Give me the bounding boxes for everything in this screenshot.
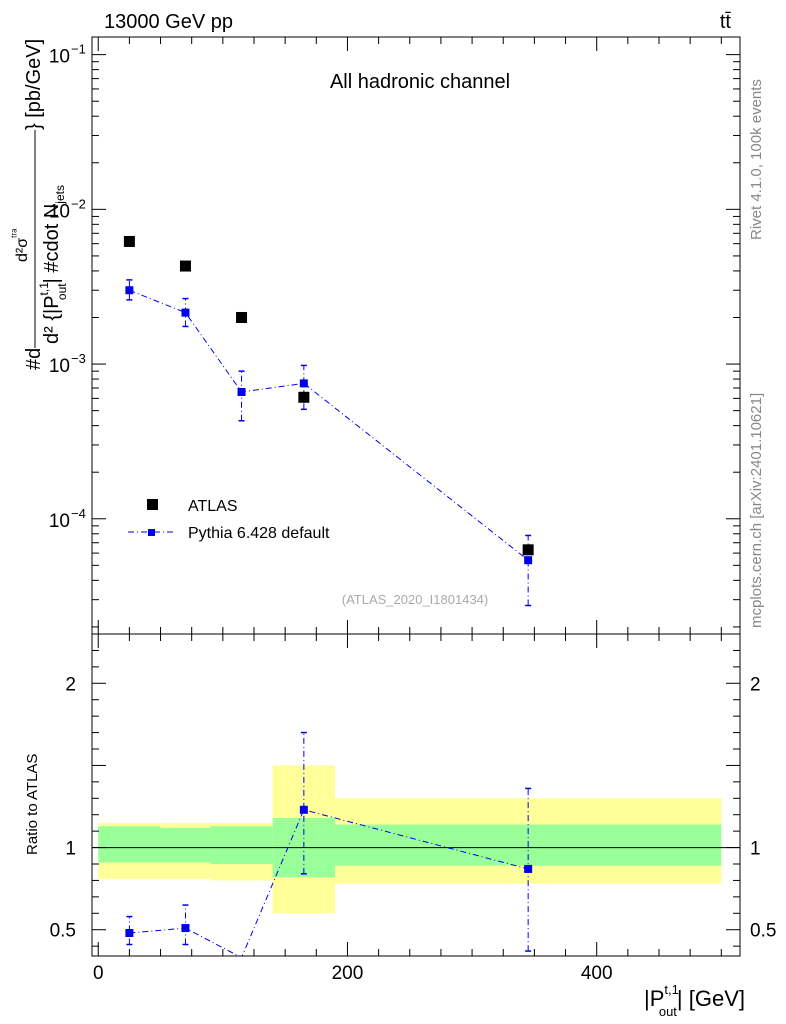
ratio-ytick-label-left: 1 <box>65 839 76 860</box>
ratio-ytick-label-right: 0.5 <box>750 921 776 942</box>
ylabel-part3: ᵗʳᵃ <box>10 228 22 238</box>
ratio-band-inner <box>98 826 161 863</box>
svg-text:#d: #d <box>23 348 45 370</box>
ylabel-part9: } [pb/GeV] <box>23 39 45 130</box>
ratio-ytick-labels: 0.5 0.5 1 1 2 2 <box>50 674 777 941</box>
mc-point <box>181 308 190 317</box>
energy-label: 13000 GeV pp <box>104 11 233 33</box>
ratio-ytick-label-right: 1 <box>750 839 761 860</box>
mc-point <box>125 286 134 295</box>
main-panel: 10−110−210−310−4 All hadronic channel (A… <box>49 36 741 635</box>
ratio-xtick-label: 200 <box>332 963 364 984</box>
main-ylabel: #d d²σᵗʳᵃ d² {|Pt,1 out| #cdot Njets } [p… <box>10 39 69 370</box>
legend-atlas-marker <box>147 499 158 510</box>
mc-line <box>129 289 529 561</box>
mc-point <box>299 379 308 388</box>
atlas-point <box>236 311 248 323</box>
main-title: All hadronic channel <box>330 71 510 93</box>
mc-error-bars <box>126 279 532 607</box>
ratio-xtick-label: 400 <box>581 963 613 984</box>
mc-connector <box>129 289 529 561</box>
ratio-frame <box>91 633 741 957</box>
svg-text:d²σᵗʳᵃ: d²σᵗʳᵃ <box>10 228 31 262</box>
main-ytick-exponent: −4 <box>71 506 86 521</box>
main-ytick-label: 10 <box>49 356 70 377</box>
ratio-axis-ticks <box>92 634 740 956</box>
ratio-band-inner <box>210 826 273 864</box>
main-ytick-exponent: −1 <box>71 42 86 57</box>
ratio-xtick-labels: 0 200 400 <box>93 963 613 984</box>
atlas-point <box>179 260 191 272</box>
ylabel-part2: d²σ <box>14 238 31 262</box>
main-ytick-label: 10 <box>49 511 70 532</box>
main-frame <box>91 36 741 635</box>
main-ytick-labels: 10−110−210−310−4 <box>49 42 86 532</box>
analysis-id: (ATLAS_2020_I1801434) <box>342 592 488 607</box>
legend-mc-label: Pythia 6.428 default <box>188 525 330 542</box>
ylabel-part7: | #cdot N <box>41 204 63 284</box>
ratio-mc-point <box>181 924 190 933</box>
main-ytick-label: 10 <box>49 201 70 222</box>
mc-points <box>125 286 533 565</box>
atlas-point <box>522 544 534 556</box>
mc-point <box>237 387 246 396</box>
process-label: tt̄ <box>720 11 732 33</box>
atlas-point <box>123 235 135 247</box>
ylabel-part8: jets <box>53 185 67 205</box>
ylabel-part5: t,1 <box>37 282 51 296</box>
atlas-point <box>298 391 310 403</box>
rivet-label: Rivet 4.1.0, 100k events <box>748 79 765 240</box>
ratio-mc-point <box>299 805 308 814</box>
ratio-ytick-label-left: 2 <box>65 674 76 695</box>
ratio-panel: 0.5 0.5 1 1 2 2 0 200 400 Ratio to ATLAS <box>24 633 777 984</box>
ratio-xtick-label: 0 <box>93 963 104 984</box>
main-axis-ticks <box>92 37 740 634</box>
mcplots-label: mcplots.cern.ch [arXiv:2401.10621] <box>748 393 765 628</box>
svg-text:} [pb/GeV]: } [pb/GeV] <box>23 39 45 130</box>
ylabel-part1: #d <box>23 348 45 370</box>
legend: ATLAS Pythia 6.428 default <box>128 498 330 542</box>
ratio-band-inner <box>160 827 211 863</box>
main-ytick-exponent: −3 <box>71 351 86 366</box>
ratio-ytick-label-left: 0.5 <box>50 921 76 942</box>
ratio-mc-point <box>524 864 533 873</box>
ratio-mc-point <box>125 929 134 937</box>
ratio-ytick-label-right: 2 <box>750 674 761 695</box>
ylabel-part4: d² {|P <box>41 295 63 344</box>
xlabel: |Pt,1 out| [GeV] <box>644 982 745 1019</box>
ylabel-part6: out <box>55 283 69 300</box>
legend-mc-marker <box>148 529 155 536</box>
data-points <box>123 235 534 556</box>
ratio-mc-points <box>125 805 533 937</box>
main-ytick-label: 10 <box>49 47 70 68</box>
ratio-ylabel: Ratio to ATLAS <box>24 754 41 855</box>
legend-atlas-label: ATLAS <box>188 498 238 515</box>
main-ytick-exponent: −2 <box>71 196 86 211</box>
mc-point <box>524 556 533 565</box>
